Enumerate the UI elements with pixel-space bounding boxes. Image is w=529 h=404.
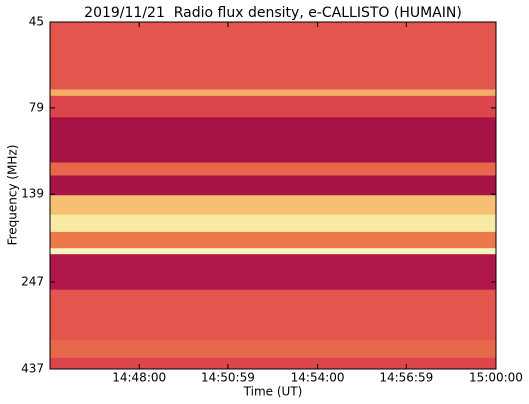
y-tick-label: 139 (21, 187, 44, 201)
spectrum-band (50, 289, 496, 341)
plot-frame (49, 21, 497, 370)
spectrum-band (50, 22, 496, 90)
x-tick-label: 14:54:00 (291, 371, 345, 385)
spectrum-band (50, 95, 496, 118)
x-tick-label: 14:48:00 (112, 371, 166, 385)
spectrum-band (50, 357, 496, 370)
chart-title: 2019/11/21 Radio flux density, e-CALLIST… (84, 5, 462, 21)
x-tick-label: 15:00:00 (469, 371, 523, 385)
spectrum-band (50, 117, 496, 164)
spectrum-band (50, 195, 496, 216)
spectrum-band (50, 162, 496, 176)
x-tick-label: 14:50:59 (201, 371, 255, 385)
x-axis-label: Time (UT) (243, 385, 303, 399)
y-tick-label: 437 (21, 362, 44, 376)
spectrum-band (50, 175, 496, 196)
spectrum-band (50, 248, 496, 255)
plot-area (50, 22, 496, 370)
axes: 45 79 139 247 437 14:48:00 14:50:59 14:54:00 14:… (21, 15, 523, 385)
x-tick-label: 14:56:59 (379, 371, 433, 385)
spectrum-band (50, 89, 496, 97)
y-tick-label: 247 (21, 274, 44, 288)
y-axis-label: Frequency (MHz) (6, 145, 20, 246)
spectrum-band (50, 339, 496, 359)
spectrum-band (50, 214, 496, 233)
spectrum-band (50, 231, 496, 249)
spectrum-band (50, 254, 496, 291)
y-tick-label: 45 (29, 15, 44, 29)
y-tick-label: 79 (29, 100, 44, 114)
